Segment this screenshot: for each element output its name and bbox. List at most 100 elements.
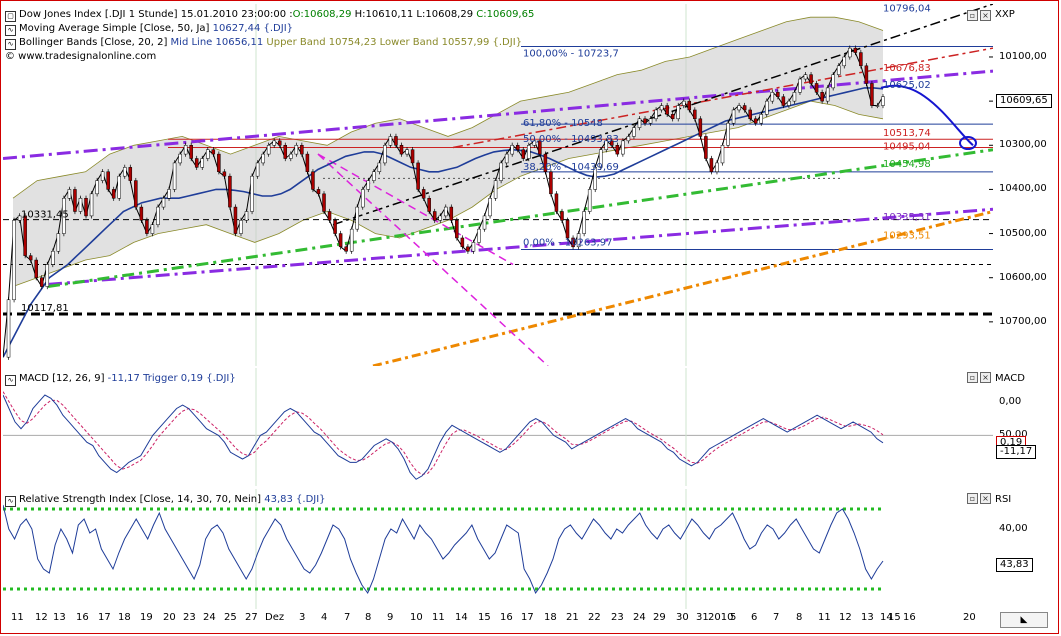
candle-body [742,105,747,111]
macd-value: -11,17 [107,373,140,384]
candle-body [78,197,83,212]
pane-settings-icon[interactable]: ▫ [967,372,978,383]
time-tick-label: 16 [903,612,916,623]
candle-body [720,145,725,164]
candle-body [560,211,564,221]
lower-channel-line [47,207,993,286]
candle-body [277,140,282,146]
time-tick-label: 9 [387,612,394,623]
candle-body [266,145,271,155]
rsi-chart-svg [3,489,884,609]
time-tick-label: 18 [544,612,557,623]
pane-settings-icon[interactable]: ▫ [967,493,978,504]
candle-body [659,105,664,111]
candle-body [859,52,863,67]
candle-body [39,277,44,287]
candle-body [482,215,487,230]
time-tick-label: 5 [730,612,737,623]
bb-lower-value: Lower Band 10557,99 {.DJI} [379,37,523,48]
candle-body [89,193,94,217]
pane-settings-icon[interactable]: ▫ [967,10,978,21]
candle-body [178,153,182,164]
time-tick-label: Dez [265,612,285,623]
candle-body [255,162,260,177]
price-tick-label: 10100,00 [999,50,1047,62]
rsi-value-tag: 43,83 [996,558,1033,572]
candle-body [549,171,553,195]
price-axis[interactable]: XXP 10700,00 10600,00 10500,00 10400,00 1030… [993,4,1057,366]
candle-body [344,246,348,252]
time-tick-label: 11 [818,612,831,623]
candle-body [23,215,27,256]
time-axis[interactable]: 11 12 13 16 17 18 19 20 23 24 25 27 Dez 3 4 7 8 9 10 11 14 15… [3,609,993,631]
candle-body [648,118,653,124]
candle-body [466,246,470,252]
macd-pane[interactable] [3,368,993,486]
price-tick-label: 10300,00 [999,139,1047,151]
candle-body [316,189,321,195]
candle-body [244,211,249,221]
price-line [3,47,884,358]
pane-close-icon[interactable]: × [980,493,991,504]
candle-body [604,140,609,150]
symbol-title: Dow Jones Index [.DJI 1 Stunde] 15.01.20… [19,9,287,20]
candle-body [311,171,315,190]
candle-body [748,109,752,120]
website-credit: © www.tradesignalonline.com [5,51,157,62]
candle-body [831,74,835,89]
candle-body [814,83,819,93]
bb-upper-value: Upper Band 10754,23 [266,37,377,48]
level-label: 10293,51 [883,230,931,241]
price-chart-svg: 100,00% - 10723,7 61,80% - 10548 50,00% - … [3,4,993,366]
level-label: 10495,04 [883,141,931,152]
price-chart-pane[interactable]: 100,00% - 10723,7 61,80% - 10548 50,00% - … [3,4,993,366]
level-label: 10513,74 [883,128,931,139]
macd-line [3,394,884,480]
macd-chart-svg [3,368,993,486]
indicator-icon: ∿ [5,25,16,36]
candle-body [792,92,797,102]
candle-body [875,105,880,107]
macd-axis[interactable]: MACD 50,00 0,00 [993,368,1057,486]
fib-label: 0,00% - 10263,97 [523,237,612,248]
candle-body [670,114,675,120]
candle-body [300,145,304,155]
macd-legend: ∿ MACD [12, 26, 9] -11,17 Trigger 0,19 {.… [5,372,236,386]
candle-body [698,118,703,137]
ma-legend-line: ∿ Moving Average Simple [Close, 50, Ja] 1… [5,22,534,36]
time-tick-label: 25 [224,612,237,623]
candle-body [372,171,376,181]
candle-body [206,149,210,159]
candle-body [825,87,830,102]
candle-body [56,233,61,252]
time-tick-label: 12 [839,612,852,623]
candle-body [145,220,149,234]
macd-value-tag: -11,17 [996,445,1037,459]
fib-label: 38,20% - 10439,69 [523,162,619,173]
ma-value: 10627,44 {.DJI} [212,23,294,34]
candle-body [848,47,852,58]
pane-close-icon[interactable]: × [980,372,991,383]
candle-body [621,140,625,155]
candle-body [626,136,631,142]
ohlc-3: C:10609,65 [473,9,535,20]
candle-body [239,220,243,234]
candle-body [731,109,736,124]
macd-trigger: Trigger 0,19 {.DJI} [143,373,236,384]
rsi-pane[interactable] [3,489,993,609]
level-label: 10331,45 [21,210,69,221]
candle-body [770,92,775,102]
fib-label: 100,00% - 10723,7 [523,49,619,60]
fan-line [317,153,514,266]
candle-body [704,136,708,159]
time-tick-label: 14 [880,612,893,623]
candle-body [6,299,11,358]
time-tick-label: 13 [861,612,874,623]
time-scroll-handle[interactable]: ◣ [1000,612,1048,628]
pane-close-icon[interactable]: × [980,10,991,21]
candle-body [228,175,232,208]
rsi-axis[interactable]: RSI 60,0040,00 [993,489,1057,609]
candle-body [394,136,398,146]
candle-body [781,96,786,106]
level-label: 10676,83 [883,63,931,74]
